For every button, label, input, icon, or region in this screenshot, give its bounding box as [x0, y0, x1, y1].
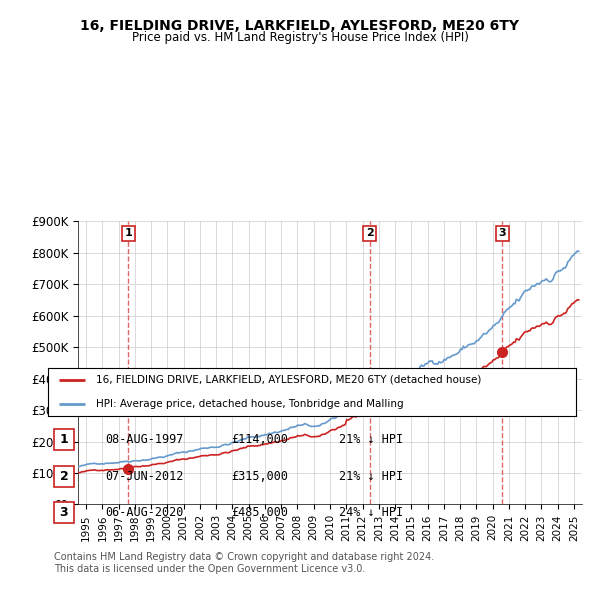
- Text: 07-JUN-2012: 07-JUN-2012: [105, 470, 184, 483]
- Text: 2: 2: [366, 228, 374, 238]
- Text: 1: 1: [125, 228, 132, 238]
- Text: £485,000: £485,000: [231, 506, 288, 519]
- Text: £315,000: £315,000: [231, 470, 288, 483]
- Text: 3: 3: [499, 228, 506, 238]
- Text: 16, FIELDING DRIVE, LARKFIELD, AYLESFORD, ME20 6TY (detached house): 16, FIELDING DRIVE, LARKFIELD, AYLESFORD…: [95, 375, 481, 385]
- Text: 21% ↓ HPI: 21% ↓ HPI: [339, 433, 403, 446]
- Text: 2: 2: [59, 470, 68, 483]
- Text: 1: 1: [59, 433, 68, 446]
- Text: 24% ↓ HPI: 24% ↓ HPI: [339, 506, 403, 519]
- Text: £114,000: £114,000: [231, 433, 288, 446]
- Text: Contains HM Land Registry data © Crown copyright and database right 2024.
This d: Contains HM Land Registry data © Crown c…: [54, 552, 434, 574]
- Text: 21% ↓ HPI: 21% ↓ HPI: [339, 470, 403, 483]
- Text: 16, FIELDING DRIVE, LARKFIELD, AYLESFORD, ME20 6TY: 16, FIELDING DRIVE, LARKFIELD, AYLESFORD…: [80, 19, 520, 33]
- Text: HPI: Average price, detached house, Tonbridge and Malling: HPI: Average price, detached house, Tonb…: [95, 399, 403, 409]
- Text: 3: 3: [59, 506, 68, 519]
- Text: 08-AUG-1997: 08-AUG-1997: [105, 433, 184, 446]
- Text: 06-AUG-2020: 06-AUG-2020: [105, 506, 184, 519]
- Text: Price paid vs. HM Land Registry's House Price Index (HPI): Price paid vs. HM Land Registry's House …: [131, 31, 469, 44]
